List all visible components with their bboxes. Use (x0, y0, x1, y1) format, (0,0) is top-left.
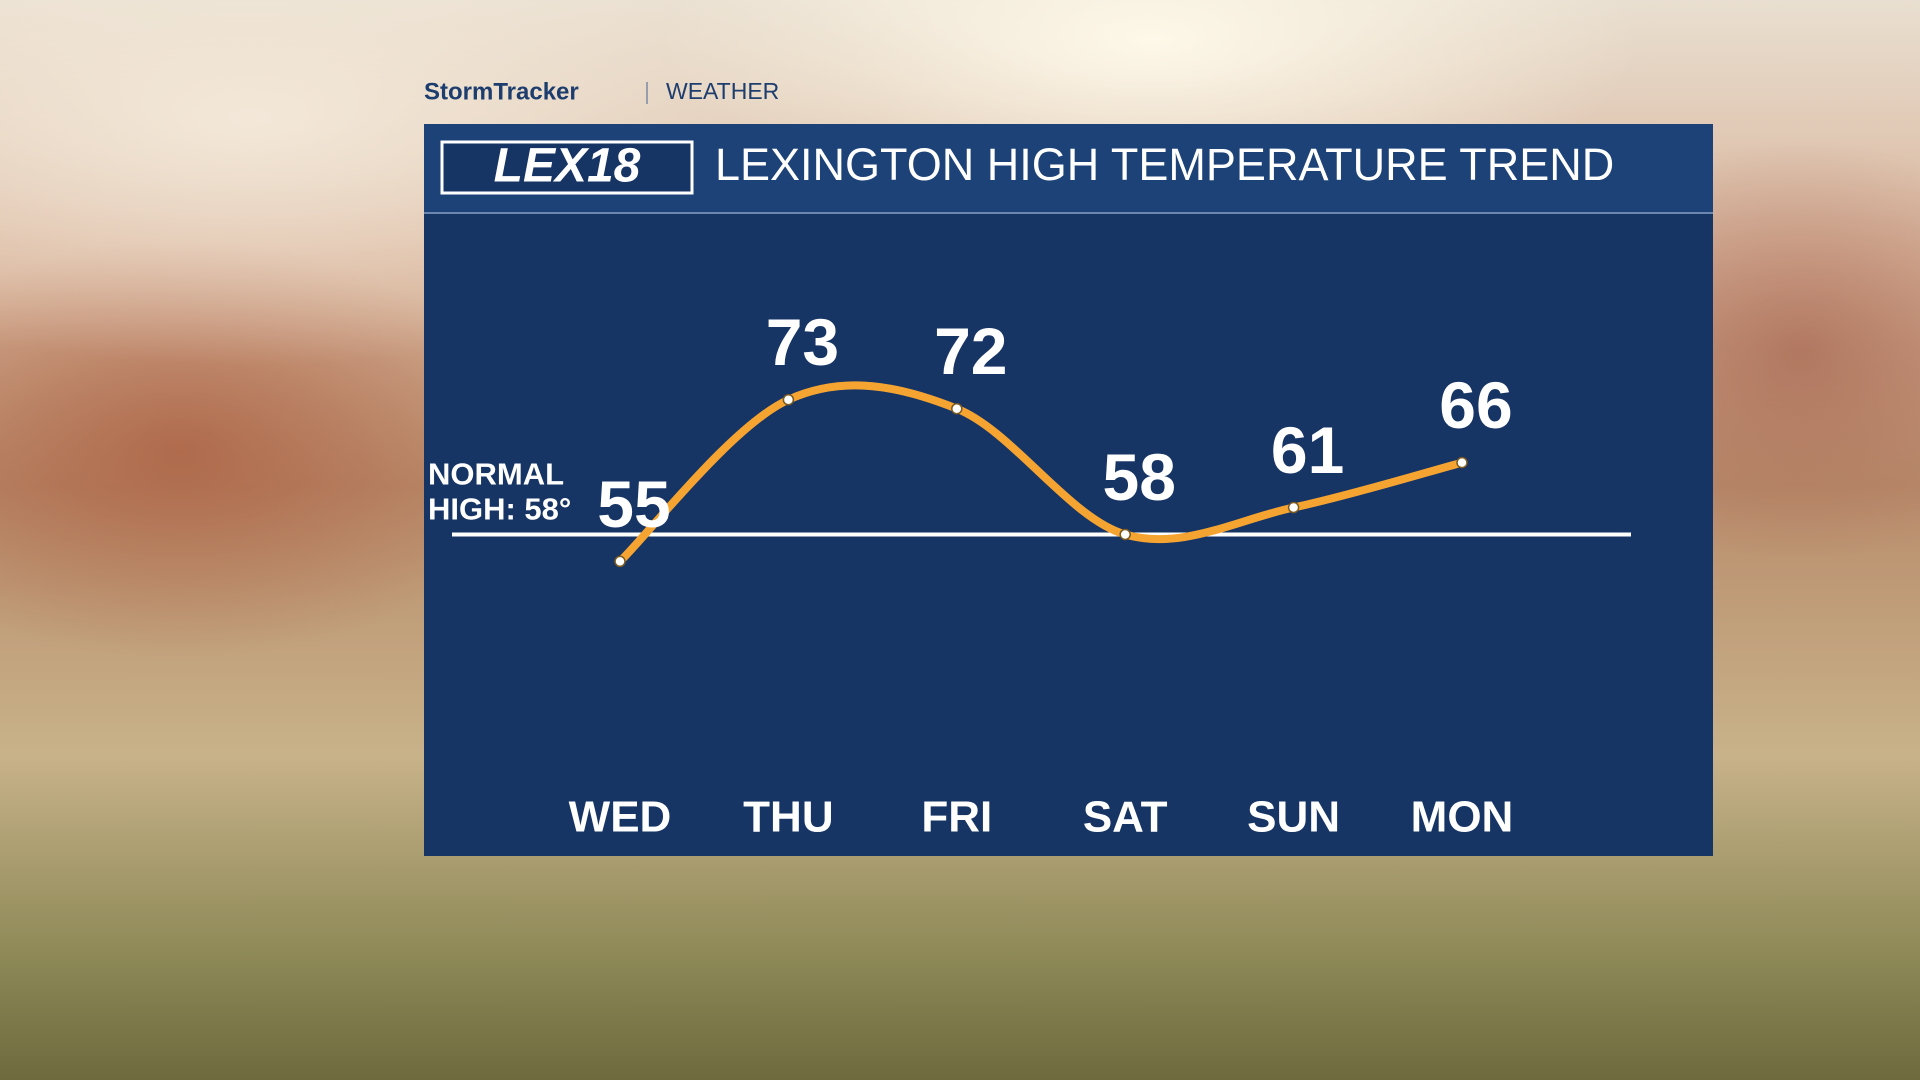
data-label: 73 (766, 305, 839, 379)
brand-name: StormTracker (424, 78, 579, 105)
brand-section: WEATHER (666, 78, 779, 104)
point (1456, 456, 1468, 469)
point (951, 402, 963, 415)
data-label: 72 (934, 314, 1007, 388)
chart-title: LEXINGTON HIGH TEMPERATURE TREND (715, 139, 1614, 190)
normal-label: NORMAL (428, 457, 564, 492)
x-tick-label: SUN (1247, 793, 1340, 842)
panel (424, 124, 1713, 856)
logo-box (440, 140, 694, 195)
data-label: 58 (1102, 440, 1175, 514)
data-label: 61 (1271, 413, 1344, 487)
normal-label: HIGH: 58° (428, 492, 571, 527)
trend-line (616, 381, 1466, 566)
point (782, 393, 795, 406)
logo: LEX18 (494, 140, 641, 193)
point (1287, 501, 1300, 514)
x-tick-label: WED (569, 793, 672, 842)
x-tick-label: MON (1411, 793, 1514, 842)
x-tick-label: SAT (1083, 793, 1168, 842)
x-tick-label: FRI (921, 793, 992, 842)
x-tick-label: THU (743, 793, 833, 842)
point (1119, 528, 1131, 541)
point (614, 555, 626, 568)
data-label: 66 (1439, 368, 1512, 442)
data-label: 55 (597, 467, 670, 541)
